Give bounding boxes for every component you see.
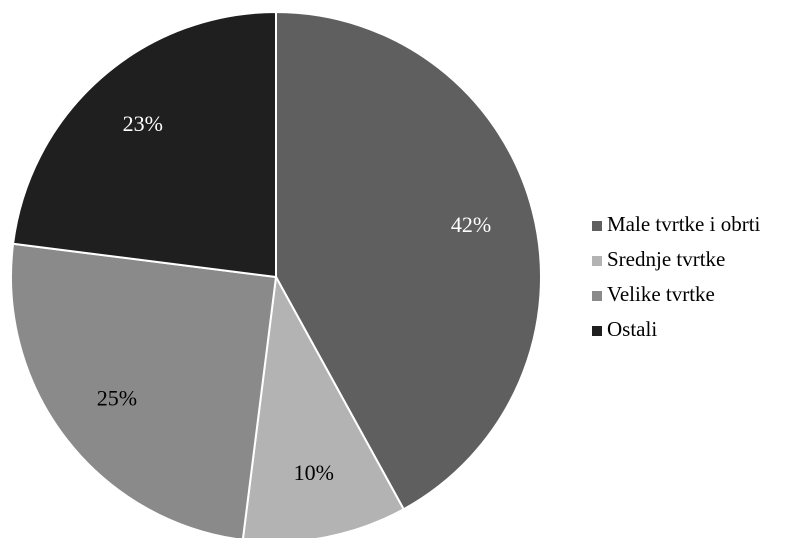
legend-label-velike-tvrtke: Velike tvrtke [607, 282, 715, 306]
legend-label-male-tvrtke-i-obrti: Male tvrtke i obrti [607, 212, 761, 236]
legend-swatch-ostali [592, 326, 602, 336]
data-label-velike-tvrtke: 25% [97, 385, 137, 410]
pie-slice-male-tvrtke-i-obrti [275, 10, 542, 511]
data-label-male-tvrtke-i-obrti: 42% [451, 212, 491, 237]
legend-label-srednje-tvrtke: Srednje tvrtke [607, 247, 725, 271]
legend-swatch-male-tvrtke-i-obrti [592, 221, 602, 231]
legend: Male tvrtke i obrti Srednje tvrtke Velike … [592, 212, 761, 341]
pie-data-labels: 42% 10% 25% 23% [97, 111, 492, 485]
data-label-srednje-tvrtke: 10% [294, 460, 334, 485]
pie-slice-ostali [11, 10, 277, 279]
pie-slices [10, 10, 542, 538]
data-label-ostali: 23% [123, 111, 163, 136]
legend-swatch-velike-tvrtke [592, 291, 602, 301]
legend-label-ostali: Ostali [607, 317, 657, 341]
pie-slice-velike-tvrtke [10, 242, 278, 538]
pie-slice-srednje-tvrtke [242, 273, 406, 538]
legend-swatch-srednje-tvrtke [592, 256, 602, 266]
